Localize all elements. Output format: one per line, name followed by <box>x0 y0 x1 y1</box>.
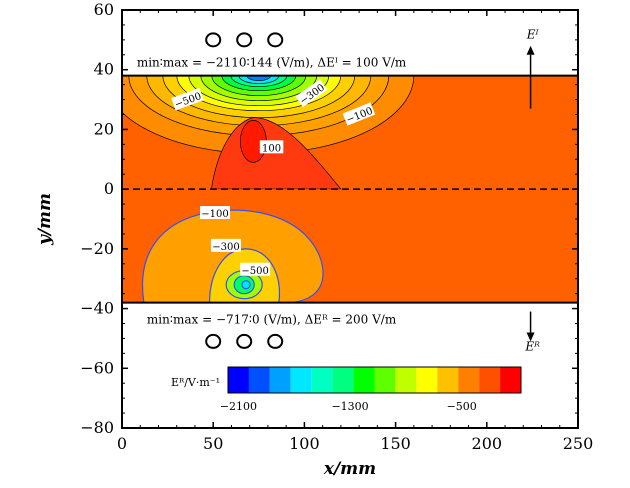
label-top-m500-bg <box>171 87 204 111</box>
y-tick-label-6: −60 <box>80 358 114 377</box>
label-top-p100-bg <box>259 140 284 154</box>
y-tick-label-2: 20 <box>94 119 114 138</box>
coil-top-1 <box>236 32 253 48</box>
upper-contour-11 <box>246 75 272 82</box>
lower-contour-4 <box>241 280 251 290</box>
label-top-p100: 100 <box>259 140 284 154</box>
colorbar-tick-1: −1300 <box>331 400 368 413</box>
x-tick-label-2: 100 <box>289 434 320 453</box>
y-tick-label-4: −20 <box>80 239 114 258</box>
field-label-bottom: Eᴿ <box>524 339 540 353</box>
colorbar-tick-0: −2100 <box>220 400 257 413</box>
colorbar-tick-2: −500 <box>447 400 477 413</box>
x-tick-label-1: 50 <box>203 434 223 453</box>
label-bot-m500: −500 <box>240 262 271 277</box>
label-top-m100-bg <box>342 102 376 126</box>
colorbar-seg-9 <box>416 367 438 393</box>
colorbar-seg-11 <box>458 367 480 393</box>
colorbar-seg-3 <box>290 367 312 393</box>
colorbar-seg-7 <box>374 367 396 393</box>
colorbar-seg-10 <box>437 367 459 393</box>
label-bot-m300: −300 <box>210 238 241 253</box>
label-bot-m100-bg <box>200 206 231 220</box>
label-bot-m100: −100 <box>200 206 231 220</box>
field-arrows <box>526 45 535 342</box>
annotation-top: min∶max = −2110∶144 (V/m), ΔEᴵ = 100 V/m <box>137 56 407 70</box>
colorbar-seg-5 <box>332 367 354 393</box>
colorbar-label: Eᴿ/V·m⁻¹ <box>171 376 220 389</box>
coil-bottom-2 <box>267 333 284 349</box>
colorbar-seg-0 <box>228 367 249 393</box>
coil-top-2 <box>267 32 284 48</box>
label-bot-m300-text: −300 <box>212 242 239 253</box>
colorbar-seg-12 <box>479 367 501 393</box>
y-tick-label-7: −80 <box>80 418 114 437</box>
label-bot-m500-text: −500 <box>241 266 268 277</box>
y-axis-title: y/mm <box>35 193 55 246</box>
label-top-p100-text: 100 <box>262 143 281 154</box>
x-tick-label-4: 200 <box>472 434 503 453</box>
y-tick-label-5: −40 <box>80 299 114 318</box>
label-bot-m100-text: −100 <box>201 209 228 220</box>
label-bot-m300-bg <box>210 238 241 252</box>
label-bot-m500-bg <box>240 262 271 276</box>
y-tick-label-1: 40 <box>94 60 114 79</box>
x-tick-label-3: 150 <box>380 434 411 453</box>
colorbar-seg-1 <box>248 367 270 393</box>
x-tick-label-5: 250 <box>563 434 594 453</box>
coil-bottom-1 <box>236 333 253 349</box>
x-tick-label-0: 0 <box>117 434 127 453</box>
colorbar-seg-6 <box>353 367 375 393</box>
coil-top-0 <box>205 32 222 48</box>
colorbar: −2100 −1300 −500 <box>220 366 522 413</box>
colorbar-seg-4 <box>311 367 333 393</box>
colorbar-seg-2 <box>269 367 291 393</box>
y-tick-label-3: 0 <box>104 179 114 198</box>
field-label-top: Eᴵ <box>526 27 540 41</box>
colorbar-seg-8 <box>395 367 417 393</box>
colorbar-frame <box>227 366 522 394</box>
arrow-down-head <box>526 332 535 342</box>
arrow-up-head <box>526 45 535 55</box>
coils <box>205 32 284 349</box>
lower-contour-field <box>142 209 324 303</box>
annotation-bottom: min∶max = −717∶0 (V/m), ΔEᴿ = 200 V/m <box>147 313 397 327</box>
label-top-m300-bg <box>295 79 328 108</box>
x-axis-title: x/mm <box>323 459 376 479</box>
y-tick-label-0: 60 <box>94 0 114 19</box>
colorbar-seg-13 <box>500 367 521 393</box>
coil-bottom-0 <box>205 333 222 349</box>
